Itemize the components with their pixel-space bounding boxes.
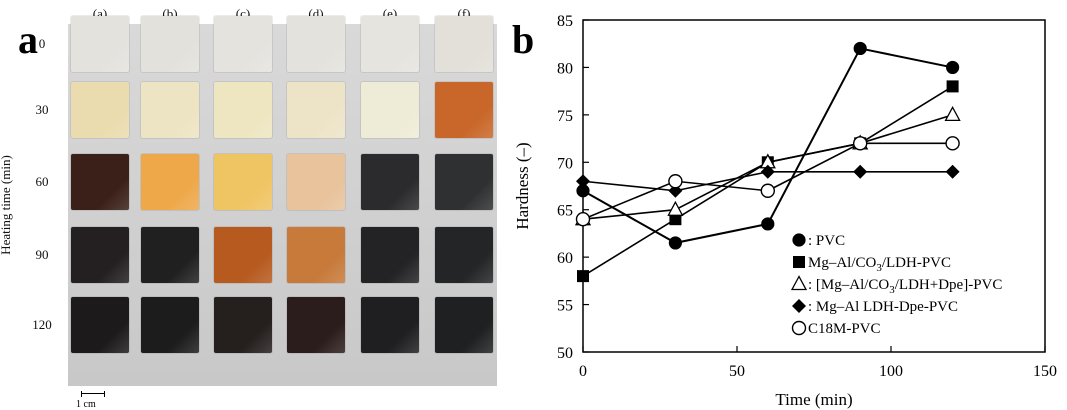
- heating-time-row-label: 90: [35, 247, 49, 262]
- data-point: [574, 210, 592, 226]
- pvc-sample-swatch: [361, 82, 419, 138]
- data-point: [853, 136, 868, 151]
- scale-bar: [81, 391, 105, 397]
- legend-marker: [791, 320, 807, 336]
- pvc-sample-swatch: [141, 227, 199, 283]
- legend-marker: [790, 275, 808, 291]
- pvc-sample-swatch: [435, 82, 493, 138]
- pvc-sample-swatch: [287, 227, 345, 283]
- x-tick-label: 0: [579, 363, 587, 380]
- pvc-sample-swatch: [361, 16, 419, 72]
- data-point: [853, 41, 867, 56]
- pvc-sample-swatch: [214, 82, 272, 138]
- pvc-sample-swatch: [71, 227, 129, 283]
- y-tick-label: 75: [557, 108, 573, 125]
- pvc-sample-swatch: [287, 154, 345, 210]
- pvc-sample-swatch: [141, 82, 199, 138]
- y-tick-label: 50: [557, 345, 573, 362]
- pvc-sample-swatch: [214, 154, 272, 210]
- legend-entry: : Mg–Al LDH-Dpe-PVC: [808, 299, 958, 315]
- pvc-sample-swatch: [71, 82, 129, 138]
- series-line: [582, 47, 953, 244]
- pvc-sample-swatch: [214, 297, 272, 353]
- data-point: [945, 136, 960, 151]
- y-tick-label: 60: [557, 250, 573, 267]
- data-point: [852, 134, 869, 150]
- y-tick-label: 70: [557, 155, 573, 172]
- heating-time-axis-label: Heating time (min): [0, 155, 13, 255]
- heating-time-row-label: 120: [32, 317, 52, 332]
- y-tick-label: 55: [557, 298, 573, 315]
- series-line: [582, 85, 954, 277]
- pvc-sample-swatch: [361, 227, 419, 283]
- pvc-sample-swatch: [71, 16, 129, 72]
- pvc-sample-swatch: [141, 297, 199, 353]
- data-point: [575, 211, 591, 227]
- data-point: [854, 137, 867, 150]
- pvc-sample-swatch: [361, 297, 419, 353]
- pvc-sample-swatch: [287, 82, 345, 138]
- panel-a-letter: a: [18, 17, 38, 62]
- data-point: [945, 60, 960, 75]
- data-point: [668, 174, 683, 189]
- data-point: [759, 153, 776, 169]
- pvc-sample-swatch: [435, 16, 493, 72]
- pvc-sample-swatch: [287, 16, 345, 72]
- y-axis-label: Hardness (–): [513, 142, 532, 229]
- pvc-sample-swatch: [71, 154, 129, 210]
- pvc-sample-swatch: [435, 227, 493, 283]
- x-tick-label: 100: [879, 363, 903, 380]
- pvc-sample-swatch: [141, 154, 199, 210]
- data-point: [668, 183, 683, 198]
- pvc-sample-swatch: [214, 16, 272, 72]
- series-line: [582, 170, 953, 192]
- legend-marker: [793, 256, 805, 268]
- data-point: [944, 105, 961, 122]
- data-point: [576, 184, 590, 198]
- data-point: [576, 174, 590, 189]
- pvc-sample-swatch: [361, 154, 419, 210]
- pvc-sample-swatch: [435, 154, 493, 210]
- data-point: [668, 236, 683, 250]
- x-axis-label: Time (min): [775, 390, 852, 409]
- heating-time-row-label: 30: [35, 102, 49, 117]
- legend-marker: [792, 299, 806, 313]
- legend-entry: C18M-PVC: [808, 321, 881, 337]
- data-point: [853, 164, 868, 179]
- y-tick-label: 85: [557, 13, 573, 30]
- data-point: [945, 164, 960, 179]
- data-point: [760, 164, 775, 179]
- heating-time-row-label: 60: [35, 174, 49, 189]
- sample-board: [68, 24, 497, 386]
- x-tick-label: 50: [729, 363, 745, 380]
- data-point: [761, 217, 775, 231]
- series-line: [582, 114, 953, 220]
- data-point: [760, 183, 775, 198]
- x-tick-label: 150: [1033, 363, 1057, 380]
- pvc-sample-swatch: [435, 297, 493, 353]
- data-point: [667, 200, 684, 216]
- panel-b-letter: b: [512, 17, 535, 62]
- pvc-sample-swatch: [214, 227, 272, 283]
- legend-entry: Mg–Al/CO3/LDH-PVC: [808, 255, 951, 274]
- legend-entry: : [Mg–Al/CO3/LDH+Dpe]-PVC: [808, 277, 1002, 296]
- data-point: [577, 270, 589, 283]
- pvc-sample-swatch: [287, 297, 345, 353]
- y-tick-label: 65: [557, 203, 573, 220]
- heating-time-row-label: 0: [38, 36, 46, 51]
- data-point: [946, 80, 959, 93]
- scale-bar-label: 1 cm: [76, 399, 96, 410]
- series-line: [582, 142, 953, 220]
- sample-photo-panel: a Heating time (min) 1 cm (a) (b) (c) (d) (e…: [0, 0, 500, 410]
- pvc-sample-swatch: [141, 16, 199, 72]
- y-tick-label: 80: [557, 60, 573, 77]
- data-point: [761, 156, 774, 169]
- pvc-sample-swatch: [71, 297, 129, 353]
- legend-marker: [792, 233, 806, 247]
- data-point: [669, 213, 682, 226]
- plot-frame: [582, 19, 1046, 353]
- legend-entry: : PVC: [808, 233, 845, 249]
